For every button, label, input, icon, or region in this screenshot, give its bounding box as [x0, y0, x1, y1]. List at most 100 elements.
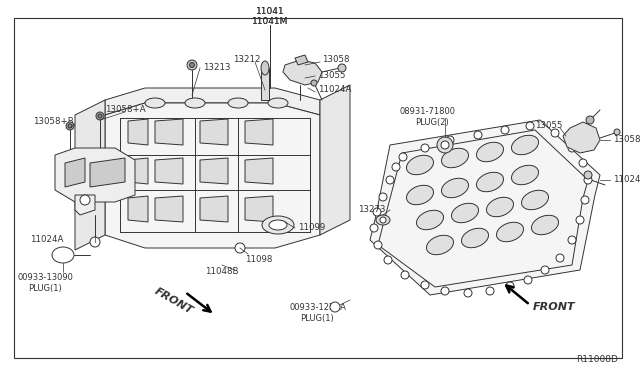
Polygon shape [320, 85, 350, 235]
Text: 00933-12B1A: 00933-12B1A [290, 304, 347, 312]
Ellipse shape [442, 148, 468, 168]
Circle shape [568, 144, 576, 152]
Text: 13273: 13273 [358, 205, 385, 215]
Circle shape [80, 195, 90, 205]
Circle shape [373, 208, 381, 216]
Circle shape [421, 144, 429, 152]
Text: 08931-71800: 08931-71800 [400, 108, 456, 116]
Circle shape [386, 176, 394, 184]
Ellipse shape [228, 98, 248, 108]
Circle shape [441, 287, 449, 295]
Circle shape [235, 243, 245, 253]
Circle shape [437, 137, 453, 153]
Polygon shape [128, 158, 148, 184]
Polygon shape [283, 60, 322, 85]
Ellipse shape [376, 215, 390, 225]
Polygon shape [200, 119, 228, 145]
Ellipse shape [442, 178, 468, 198]
Circle shape [68, 124, 72, 128]
Ellipse shape [426, 235, 454, 255]
Circle shape [379, 193, 387, 201]
Circle shape [189, 62, 195, 67]
Text: 11048B: 11048B [205, 267, 239, 276]
Ellipse shape [486, 197, 513, 217]
Text: 11041: 11041 [256, 6, 284, 16]
Circle shape [551, 129, 559, 137]
Circle shape [66, 122, 74, 130]
Circle shape [614, 129, 620, 135]
Circle shape [526, 122, 534, 130]
Ellipse shape [185, 98, 205, 108]
Circle shape [399, 153, 407, 161]
Circle shape [568, 236, 576, 244]
Polygon shape [245, 119, 273, 145]
Polygon shape [155, 196, 183, 222]
Text: 13212: 13212 [233, 55, 260, 64]
Ellipse shape [497, 222, 524, 242]
Ellipse shape [261, 61, 269, 75]
Polygon shape [155, 119, 183, 145]
Ellipse shape [511, 165, 538, 185]
Text: 11024A: 11024A [318, 86, 351, 94]
Circle shape [501, 126, 509, 134]
Ellipse shape [406, 155, 433, 175]
Text: FRONT: FRONT [533, 302, 575, 312]
Polygon shape [14, 18, 622, 358]
Polygon shape [65, 158, 85, 187]
Polygon shape [370, 120, 600, 295]
Circle shape [330, 302, 340, 312]
Text: 13058+B: 13058+B [33, 118, 74, 126]
Text: 11024A: 11024A [30, 235, 63, 244]
Circle shape [421, 281, 429, 289]
Polygon shape [105, 88, 320, 115]
Text: PLUG(1): PLUG(1) [300, 314, 333, 323]
Ellipse shape [145, 98, 165, 108]
Polygon shape [105, 103, 320, 248]
Text: 11041M: 11041M [252, 17, 288, 26]
Circle shape [584, 176, 592, 184]
Circle shape [556, 254, 564, 262]
Circle shape [581, 196, 589, 204]
Circle shape [474, 131, 482, 139]
Circle shape [90, 237, 100, 247]
Text: 13058: 13058 [613, 135, 640, 144]
Circle shape [374, 241, 382, 249]
Circle shape [586, 116, 594, 124]
Text: R11008D: R11008D [576, 356, 618, 365]
Polygon shape [378, 130, 588, 287]
Circle shape [576, 216, 584, 224]
Ellipse shape [268, 98, 288, 108]
Polygon shape [75, 195, 95, 215]
Circle shape [441, 141, 449, 149]
Ellipse shape [522, 190, 548, 210]
Text: PLUG(2): PLUG(2) [415, 119, 449, 128]
Text: 11041: 11041 [256, 6, 284, 16]
Polygon shape [295, 55, 308, 65]
Text: 11098: 11098 [245, 256, 273, 264]
Circle shape [486, 287, 494, 295]
Circle shape [384, 256, 392, 264]
Circle shape [98, 114, 102, 118]
Polygon shape [128, 196, 148, 222]
Circle shape [338, 64, 346, 72]
Polygon shape [155, 158, 183, 184]
Circle shape [401, 271, 409, 279]
Polygon shape [128, 119, 148, 145]
Text: 13058+A: 13058+A [105, 106, 146, 115]
Ellipse shape [531, 215, 559, 235]
Text: 11041M: 11041M [252, 17, 288, 26]
Circle shape [96, 112, 104, 120]
Ellipse shape [477, 172, 504, 192]
Polygon shape [55, 148, 135, 202]
Circle shape [579, 159, 587, 167]
Polygon shape [245, 158, 273, 184]
Polygon shape [75, 100, 105, 250]
Circle shape [541, 266, 549, 274]
Circle shape [464, 289, 472, 297]
Ellipse shape [269, 220, 287, 230]
Ellipse shape [406, 185, 433, 205]
Ellipse shape [417, 210, 444, 230]
Ellipse shape [461, 228, 488, 248]
Ellipse shape [52, 247, 74, 263]
Circle shape [311, 80, 317, 86]
